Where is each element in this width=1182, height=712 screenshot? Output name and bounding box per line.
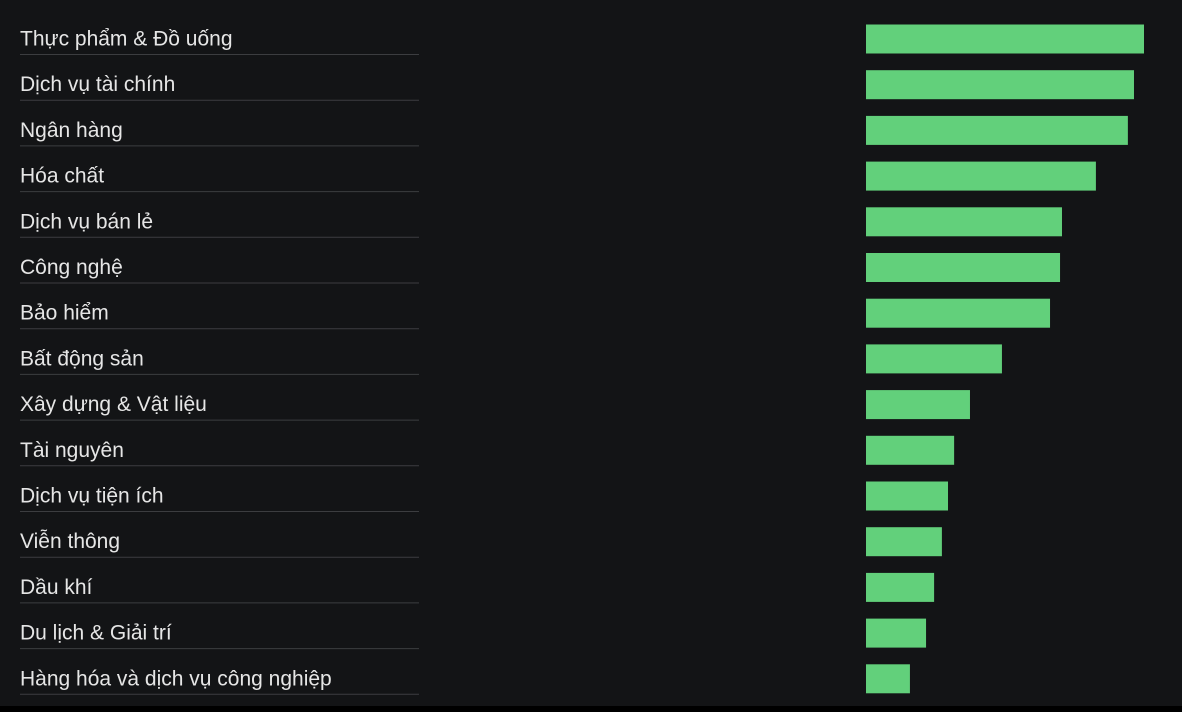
chart-rows: Thực phẩm & Đồ uống Dịch vụ tài chính Ngân… — [20, 24, 1144, 695]
bar[interactable] — [866, 481, 949, 511]
bar[interactable] — [866, 572, 935, 602]
category-label: Hàng hóa và dịch vụ công nghiệp — [20, 667, 332, 690]
category-label: Bất động sản — [20, 347, 144, 370]
bar[interactable] — [866, 24, 1144, 54]
bar[interactable] — [866, 253, 1061, 282]
category-label: Tài nguyên — [20, 439, 124, 462]
category-label: Ngân hàng — [20, 119, 123, 142]
category-label: Công nghệ — [20, 256, 123, 279]
category-label: Thực phẩm & Đồ uống — [20, 28, 233, 51]
bar[interactable] — [866, 161, 1096, 191]
category-label: Dịch vụ bán lẻ — [20, 210, 153, 233]
bar[interactable] — [866, 435, 955, 465]
category-label: Viễn thông — [20, 530, 120, 553]
category-label: Dịch vụ tài chính — [20, 73, 175, 96]
bar[interactable] — [866, 207, 1062, 237]
category-label: Hóa chất — [20, 165, 104, 188]
bar[interactable] — [866, 344, 1002, 374]
category-label: Bảo hiểm — [20, 302, 109, 325]
category-label: Du lịch & Giải trí — [20, 622, 172, 645]
bar[interactable] — [866, 618, 927, 648]
bar[interactable] — [866, 664, 910, 694]
category-label: Dịch vụ tiện ích — [20, 485, 164, 508]
bar[interactable] — [866, 298, 1051, 328]
bar[interactable] — [866, 527, 942, 557]
bar[interactable] — [866, 70, 1134, 100]
bar[interactable] — [866, 390, 970, 420]
bar[interactable] — [866, 115, 1128, 145]
category-label: Dầu khí — [20, 576, 93, 599]
category-label: Xây dựng & Vật liệu — [20, 393, 207, 416]
